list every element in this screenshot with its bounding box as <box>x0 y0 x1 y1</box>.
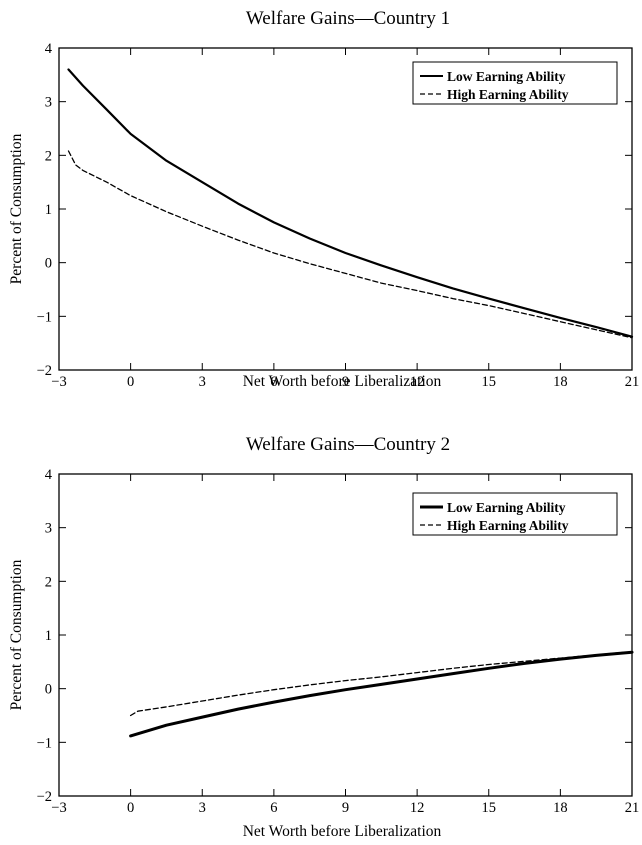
y-tick-group: −2 −1 0 1 2 3 4 <box>37 41 632 379</box>
x-tick-label: 12 <box>410 800 425 816</box>
chart-title: Welfare Gains—Country 2 <box>246 434 450 455</box>
y-tick-label: −2 <box>37 363 52 379</box>
y-tick-label: 0 <box>45 256 52 272</box>
y-tick-label: 2 <box>45 574 52 590</box>
chart-panel-country-1: Welfare Gains—Country 1 −3 0 3 6 9 12 15 18 21 −… <box>8 8 639 390</box>
legend: Low Earning Ability High Earning Ability <box>412 61 618 105</box>
y-axis-label: Percent of Consumption <box>8 559 25 710</box>
x-tick-label: 0 <box>127 374 134 390</box>
x-tick-label: 21 <box>625 800 640 816</box>
x-tick-group: −3 0 3 6 9 12 15 18 21 <box>51 474 639 816</box>
x-tick-label: 9 <box>342 374 349 390</box>
legend-label-low: Low Earning Ability <box>447 500 566 515</box>
x-tick-label: 15 <box>482 800 497 816</box>
x-tick-label: −3 <box>51 374 66 390</box>
series-group <box>129 650 634 738</box>
y-tick-label: 2 <box>45 148 52 164</box>
series-line-low-earning-ability <box>129 650 634 738</box>
series-line-high-earning-ability <box>129 650 633 717</box>
x-tick-label: 15 <box>482 374 497 390</box>
legend: Low Earning Ability High Earning Ability <box>412 492 618 536</box>
x-tick-label: −3 <box>51 800 66 816</box>
y-axis-label: Percent of Consumption <box>8 133 25 284</box>
legend-label-high: High Earning Ability <box>447 87 569 102</box>
y-tick-label: −1 <box>37 309 52 325</box>
y-tick-group: −2 −1 0 1 2 3 4 <box>37 467 632 805</box>
x-tick-label: 3 <box>199 800 206 816</box>
legend-box <box>412 492 618 536</box>
x-tick-label: 6 <box>270 800 277 816</box>
y-tick-label: 1 <box>45 202 52 218</box>
chart-title: Welfare Gains—Country 1 <box>246 8 450 29</box>
x-tick-label: 6 <box>270 374 277 390</box>
x-tick-label: 12 <box>410 374 425 390</box>
x-tick-label: 21 <box>625 374 640 390</box>
x-tick-label: 3 <box>199 374 206 390</box>
y-tick-label: 1 <box>45 628 52 644</box>
legend-label-low: Low Earning Ability <box>447 69 566 84</box>
series-group <box>67 68 634 339</box>
x-tick-label: 9 <box>342 800 349 816</box>
y-tick-label: 4 <box>45 467 53 483</box>
x-tick-label: 18 <box>553 800 568 816</box>
x-axis-label: Net Worth before Liberalization <box>243 373 442 390</box>
x-tick-label: 0 <box>127 800 134 816</box>
y-tick-label: −1 <box>37 735 52 751</box>
y-tick-label: 3 <box>45 95 52 111</box>
y-tick-label: −2 <box>37 789 52 805</box>
y-tick-label: 4 <box>45 41 53 57</box>
series-line-low-earning-ability <box>67 68 634 338</box>
y-tick-label: 3 <box>45 521 52 537</box>
x-axis-label: Net Worth before Liberalization <box>243 823 442 840</box>
legend-box <box>412 61 618 105</box>
y-tick-label: 0 <box>45 682 52 698</box>
x-tick-label: 18 <box>553 374 568 390</box>
chart-panel-country-2: Welfare Gains—Country 2 −3 0 3 6 9 12 15 18 21 −… <box>8 434 639 840</box>
legend-label-high: High Earning Ability <box>447 518 569 533</box>
x-tick-group: −3 0 3 6 9 12 15 18 21 <box>51 48 639 390</box>
series-line-high-earning-ability <box>67 150 633 339</box>
